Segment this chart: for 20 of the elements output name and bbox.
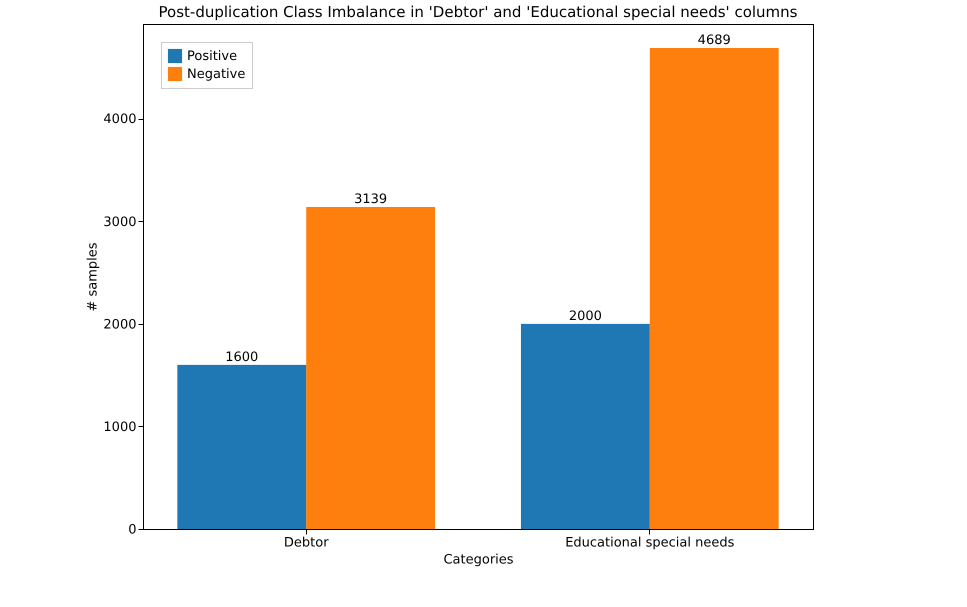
legend-label: Positive — [187, 49, 238, 64]
y-tick-label: 0 — [128, 522, 136, 538]
y-tick-label: 1000 — [103, 420, 136, 435]
bar — [520, 324, 650, 529]
x-tick-label: Debtor — [284, 536, 330, 550]
y-tick-label: 2000 — [103, 317, 136, 332]
y-axis-title: # samples — [85, 242, 100, 312]
bar — [306, 207, 436, 529]
data-label: 4689 — [698, 33, 731, 48]
x-tick-label: Educational special needs — [565, 536, 735, 550]
bar — [650, 48, 779, 529]
legend-label: Negative — [187, 67, 246, 82]
y-tick-label: 4000 — [103, 112, 136, 128]
bar — [177, 364, 306, 529]
chart-title: Post-duplication Class Imbalance in 'Debtor' and 'Educational special needs' columns — [158, 3, 798, 21]
data-label: 3139 — [354, 192, 388, 207]
y-tick-label: 3000 — [103, 214, 136, 230]
data-label: 1600 — [225, 350, 258, 365]
x-axis-title: Categories — [443, 552, 514, 568]
data-label: 2000 — [568, 308, 602, 324]
